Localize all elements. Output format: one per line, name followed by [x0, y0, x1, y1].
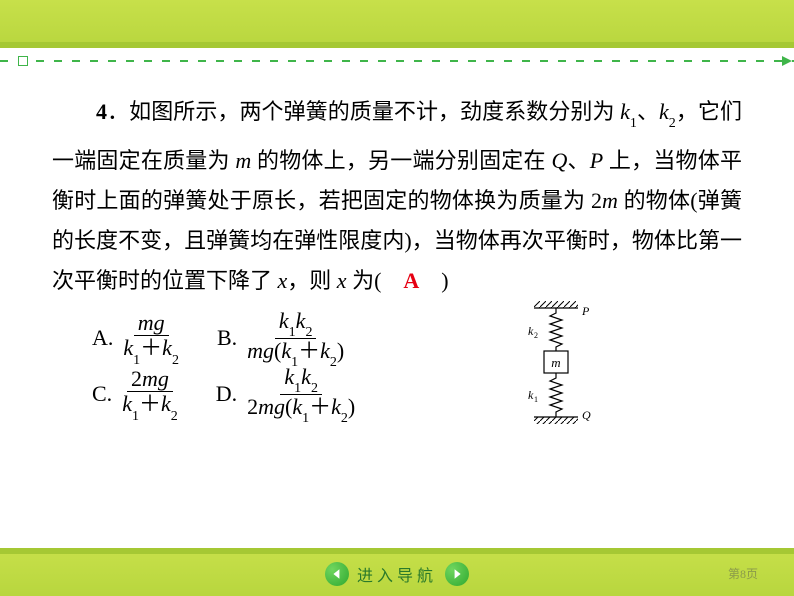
sub: 1	[289, 325, 296, 340]
sub-1: 1	[630, 116, 637, 131]
sub: 2	[171, 409, 178, 424]
sub: 2	[330, 355, 337, 370]
var-p: P	[590, 148, 603, 173]
top-bar	[0, 0, 794, 48]
nav-text[interactable]: 进入导航	[357, 562, 437, 586]
option-row-1: A. mg k1＋k2 B. k1k2 mg(k1＋k2)	[92, 310, 393, 366]
plus: ＋	[298, 338, 320, 363]
num: k	[279, 308, 289, 333]
answer-letter: A	[403, 268, 419, 293]
den: k	[162, 335, 172, 360]
option-row-2: C. 22mgmg k1＋k2 D. k1k2 2mg(k1＋k2)	[92, 366, 393, 422]
var-x: x	[278, 268, 288, 293]
diagram-p: P	[581, 304, 590, 318]
var-k2: k	[659, 99, 669, 124]
sub-2: 2	[669, 116, 676, 131]
option-label-c: C.	[92, 381, 112, 407]
var-x2: x	[337, 268, 347, 293]
option-a: A. mg k1＋k2	[92, 311, 183, 365]
fraction-a: mg k1＋k2	[119, 311, 183, 365]
sub: 2	[305, 325, 312, 340]
sub: 1	[294, 381, 301, 396]
option-label-a: A.	[92, 325, 113, 351]
option-label-b: B.	[217, 325, 237, 351]
option-b: B. k1k2 mg(k1＋k2)	[217, 309, 348, 368]
rp: )	[337, 338, 344, 363]
den: k	[292, 394, 302, 419]
num: mg	[138, 310, 165, 335]
prev-button[interactable]	[325, 562, 349, 586]
text-seg: 、	[637, 99, 659, 124]
num: k	[301, 364, 311, 389]
spring-diagram: m P Q k2 k1	[516, 301, 594, 441]
den: k	[281, 338, 291, 363]
sub: 1	[132, 409, 139, 424]
fraction-c: 22mgmg k1＋k2	[118, 367, 182, 421]
diagram-q: Q	[582, 408, 591, 422]
var-k1: k	[620, 99, 630, 124]
dash-divider	[0, 60, 794, 62]
top-stripe	[0, 42, 794, 48]
option-c: C. 22mgmg k1＋k2	[92, 367, 182, 421]
sub: 2	[311, 381, 318, 396]
question-number: 4	[96, 99, 107, 124]
fraction-b: k1k2 mg(k1＋k2)	[243, 309, 348, 368]
svg-text:1: 1	[534, 395, 538, 404]
var-m: m	[235, 148, 251, 173]
text-seg: ．如图所示，两个弹簧的质量不计，劲度系数分别为	[107, 99, 620, 124]
question-text: 4．如图所示，两个弹簧的质量不计，劲度系数分别为 k1、k2，它们一端固定在质量…	[52, 92, 742, 301]
sub: 1	[291, 355, 298, 370]
plus: ＋	[309, 394, 331, 419]
bottom-stripe	[0, 548, 794, 554]
plus: ＋	[139, 391, 161, 416]
svg-text:2: 2	[534, 331, 538, 340]
sub: 1	[302, 411, 309, 426]
rp: )	[348, 394, 355, 419]
diagram-m: m	[551, 355, 560, 370]
var-q: Q	[551, 148, 567, 173]
den: k	[331, 394, 341, 419]
text-seg: 的物体上，另一端分别固定在	[251, 148, 551, 173]
text-seg: )	[419, 268, 448, 293]
var-m2: m	[602, 188, 618, 213]
plus: ＋	[140, 335, 162, 360]
fraction-d: k1k2 2mg(k1＋k2)	[243, 365, 359, 424]
option-label-d: D.	[216, 381, 237, 407]
sub: 2	[341, 411, 348, 426]
den: mg	[247, 338, 274, 363]
text-seg: 为(	[347, 268, 404, 293]
den: k	[320, 338, 330, 363]
page-number: 第8页	[728, 565, 758, 582]
next-button[interactable]	[445, 562, 469, 586]
den: k	[122, 391, 132, 416]
den: k	[161, 391, 171, 416]
sub: 1	[133, 353, 140, 368]
text-seg: 、	[567, 148, 589, 173]
num: k	[296, 308, 306, 333]
options-block: A. mg k1＋k2 B. k1k2 mg(k1＋k2) C. 22mgmg …	[92, 310, 393, 422]
nav-controls: 进入导航	[325, 562, 469, 586]
text-seg: ，则	[287, 268, 337, 293]
option-d: D. k1k2 2mg(k1＋k2)	[216, 365, 359, 424]
sub: 2	[172, 353, 179, 368]
den: k	[123, 335, 133, 360]
